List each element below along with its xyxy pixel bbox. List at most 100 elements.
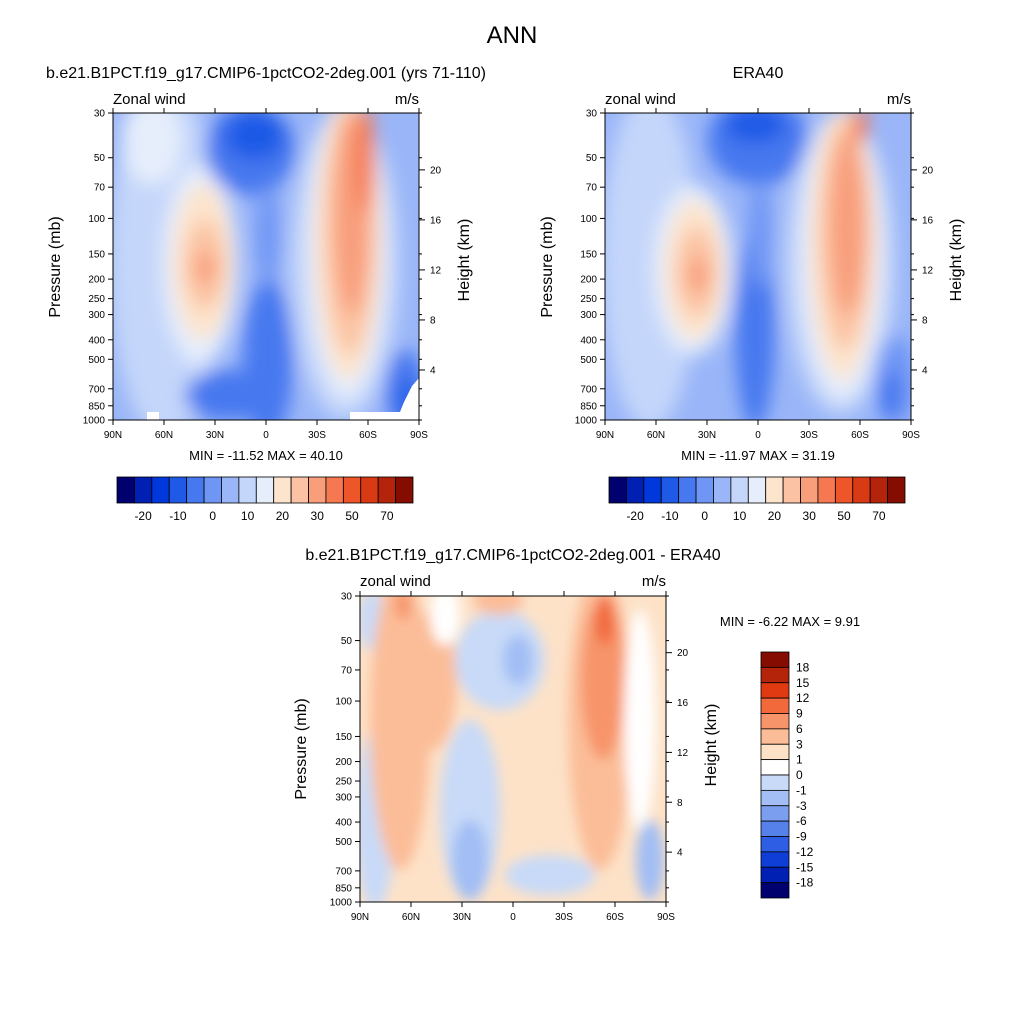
colorbar-swatch (800, 476, 819, 504)
latitude-tick-label: 90S (902, 430, 920, 441)
pressure-tick-label: 300 (88, 310, 105, 321)
latitude-tick-label: 60N (402, 912, 420, 923)
colorbar-swatch (760, 866, 790, 884)
latitude-tick-label: 90N (351, 912, 369, 923)
colorbar-swatch (887, 476, 906, 504)
colorbar-swatch (760, 774, 790, 791)
colorbar-label: -18 (796, 876, 814, 890)
colorbar-label: -20 (626, 509, 644, 523)
panel-difference: b.e21.B1PCT.f19_g17.CMIP6-1pctCO2-2deg.0… (293, 547, 860, 923)
latitude-tick-label: 60S (606, 912, 624, 923)
y-axis-label: Pressure (mb) (293, 698, 310, 799)
colorbar-swatch (760, 682, 790, 699)
colorbar-swatch (203, 476, 222, 504)
pressure-tick-label: 500 (88, 355, 105, 366)
latitude-tick-label: 30S (555, 912, 573, 923)
pressure-tick-label: 1000 (83, 416, 106, 427)
colorbar-label: 50 (837, 509, 851, 523)
colorbar-swatch (765, 476, 784, 504)
height-tick-label: 20 (922, 165, 934, 176)
height-tick-label: 12 (430, 265, 442, 276)
pressure-tick-label: 50 (341, 636, 353, 647)
colorbar-swatch (817, 476, 836, 504)
colorbar-swatch (760, 728, 790, 745)
colorbar-swatch (186, 476, 205, 504)
colorbar-era40: -20 -10 0 10 20 30 50 70 (608, 476, 906, 523)
panel-title: b.e21.B1PCT.f19_g17.CMIP6-1pctCO2-2deg.0… (305, 547, 720, 564)
colorbar-swatch (255, 476, 275, 504)
latitude-tick-label: 30S (308, 430, 326, 441)
colorbar-swatch (834, 476, 854, 504)
colorbar-label: 30 (803, 509, 817, 523)
colorbar-label: -10 (169, 509, 187, 523)
colorbar-label: -12 (796, 845, 814, 859)
contour-field (605, 113, 911, 420)
colorbar-label: -20 (134, 509, 152, 523)
colorbar-swatch (238, 476, 257, 504)
colorbar-swatch (168, 476, 188, 504)
colorbar-swatch (608, 476, 627, 504)
pressure-tick-label: 150 (580, 249, 597, 260)
height-tick-label: 16 (430, 215, 442, 226)
pressure-tick-label: 700 (580, 384, 597, 395)
panel-left-label: zonal wind (360, 573, 431, 590)
colorbar-swatch (852, 476, 871, 504)
colorbar-swatch (308, 476, 327, 504)
colorbar-label: -15 (796, 860, 814, 874)
latitude-tick-label: 30N (698, 430, 716, 441)
pressure-tick-label: 250 (335, 777, 352, 788)
pressure-tick-label: 70 (586, 183, 598, 194)
colorbar-label: -3 (796, 799, 807, 813)
colorbar-swatch (360, 476, 379, 504)
colorbar-swatch (695, 476, 714, 504)
pressure-tick-label: 850 (88, 401, 105, 412)
pressure-tick-label: 250 (88, 294, 105, 305)
colorbar-label: 0 (796, 768, 803, 782)
contour-field (113, 113, 419, 420)
stats-text: MIN = -6.22 MAX = 9.91 (720, 614, 860, 629)
latitude-tick-label: 0 (755, 430, 761, 441)
colorbar-swatch (116, 476, 135, 504)
y-axis-label: Pressure (mb) (539, 216, 556, 317)
colorbar-label: 0 (209, 509, 216, 523)
colorbar-swatch (747, 476, 767, 504)
colorbar-swatch (221, 476, 240, 504)
colorbar-label: -10 (661, 509, 679, 523)
colorbar-label: 30 (311, 509, 325, 523)
latitude-tick-label: 60N (647, 430, 665, 441)
colorbar-label: 1 (796, 753, 803, 767)
panel-units-label: m/s (642, 573, 666, 590)
pressure-tick-label: 500 (580, 355, 597, 366)
colorbar-swatch (760, 836, 790, 853)
pressure-tick-label: 100 (335, 697, 352, 708)
colorbar-label: 6 (796, 722, 803, 736)
colorbar-swatch (760, 713, 790, 730)
colorbar-swatch (290, 476, 309, 504)
pressure-tick-label: 150 (335, 732, 352, 743)
pressure-tick-label: 50 (94, 153, 106, 164)
panel-title: b.e21.B1PCT.f19_g17.CMIP6-1pctCO2-2deg.0… (46, 65, 486, 82)
pressure-tick-label: 850 (580, 401, 597, 412)
pressure-tick-label: 500 (335, 837, 352, 848)
colorbar-swatch (869, 476, 888, 504)
colorbar-swatch (395, 476, 414, 504)
y2-axis-label: Height (km) (948, 219, 965, 302)
axis-ticks: 3050701001502002503004005007008501000481… (83, 108, 442, 441)
pressure-tick-label: 850 (335, 883, 352, 894)
colorbar-label: -6 (796, 814, 807, 828)
axis-ticks: 3050701001502002503004005007008501000481… (575, 108, 934, 441)
height-tick-label: 16 (677, 698, 689, 709)
colorbar-swatch (730, 476, 749, 504)
pressure-tick-label: 150 (88, 249, 105, 260)
stats-text: MIN = -11.97 MAX = 31.19 (681, 448, 835, 463)
panel-model: b.e21.B1PCT.f19_g17.CMIP6-1pctCO2-2deg.0… (46, 65, 486, 463)
colorbar-swatch (643, 476, 662, 504)
colorbar-swatch (760, 697, 790, 714)
pressure-tick-label: 100 (88, 214, 105, 225)
height-tick-label: 20 (677, 648, 689, 659)
colorbar-label: 20 (768, 509, 782, 523)
pressure-tick-label: 700 (335, 866, 352, 877)
panel-left-label: Zonal wind (113, 91, 186, 108)
y2-axis-label: Height (km) (703, 704, 720, 787)
